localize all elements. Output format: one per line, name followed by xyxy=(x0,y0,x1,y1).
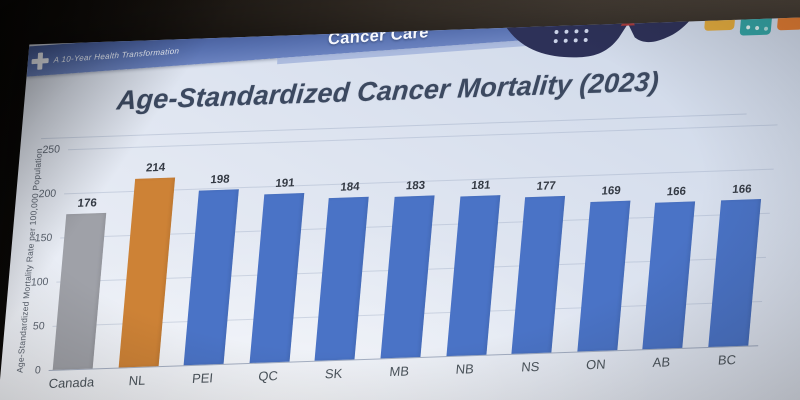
x-axis-label: BC xyxy=(717,351,737,368)
bar-slot: 181 NB xyxy=(446,134,505,377)
bar xyxy=(249,192,305,363)
y-tick-label: 150 xyxy=(34,231,53,245)
x-axis-label: PEI xyxy=(191,370,214,387)
bar-slot: 198 PEI xyxy=(183,143,243,386)
bar-value-label: 176 xyxy=(77,197,98,211)
bar xyxy=(314,196,370,361)
x-axis-label: AB xyxy=(652,354,671,370)
bar xyxy=(511,196,566,354)
x-axis-label: NL xyxy=(128,372,147,389)
bar-value-label: 214 xyxy=(145,161,166,175)
bar-slot: 169 ON xyxy=(577,129,636,372)
bar xyxy=(708,198,762,347)
x-axis-label: SK xyxy=(324,365,344,382)
bar xyxy=(577,200,631,352)
bars: 176 Canada 214 NL 198 PEI 191 QC 184 SK 183 MB 181 NB… xyxy=(48,125,768,391)
bar-value-label: 183 xyxy=(405,179,426,193)
y-tick-label: 100 xyxy=(30,275,49,289)
y-axis-title: Age-Standardized Mortality Rate per 100,… xyxy=(14,148,45,374)
bar-value-label: 177 xyxy=(535,180,557,194)
bar xyxy=(446,194,500,357)
bar-slot: 183 MB xyxy=(380,136,439,379)
presentation-slide: A 10-Year Health Transformation Cancer C… xyxy=(0,13,800,400)
bar-slot: 184 SK xyxy=(314,138,374,381)
bar-value-label: 181 xyxy=(470,179,491,192)
bar-value-label: 166 xyxy=(731,183,753,196)
y-tick-label: 50 xyxy=(32,320,46,333)
x-axis-label: NS xyxy=(520,358,541,375)
bar-slot: 166 AB xyxy=(642,127,702,370)
bar xyxy=(380,195,435,359)
y-tick-label: 200 xyxy=(38,187,57,201)
x-axis-label: NB xyxy=(455,361,475,377)
bar-slot: 176 Canada xyxy=(48,148,112,391)
bar-slot: 191 QC xyxy=(249,141,308,384)
bar-slot: 214 NL xyxy=(118,145,177,388)
bar-value-label: 169 xyxy=(600,185,622,198)
bar-value-label: 166 xyxy=(666,185,687,199)
bar xyxy=(642,201,696,350)
bar xyxy=(118,177,175,368)
bar-value-label: 198 xyxy=(209,173,231,187)
banner-tagline: A 10-Year Health Transformation xyxy=(53,46,180,65)
y-tick-label: 0 xyxy=(34,364,42,377)
y-tick-label: 250 xyxy=(41,143,61,157)
bar-value-label: 184 xyxy=(339,181,361,194)
x-axis-label: Canada xyxy=(48,374,95,392)
bar-slot: 166 BC xyxy=(708,125,767,368)
bar-chart: Age-Standardized Mortality Rate per 100,… xyxy=(15,124,778,391)
bar xyxy=(183,189,240,366)
x-axis-label: MB xyxy=(388,363,410,380)
bar-slot: 177 NS xyxy=(511,132,571,375)
health-cross-icon xyxy=(31,52,49,70)
x-axis-label: QC xyxy=(257,367,279,384)
bar-value-label: 191 xyxy=(274,177,296,190)
x-axis-label: ON xyxy=(585,356,607,373)
